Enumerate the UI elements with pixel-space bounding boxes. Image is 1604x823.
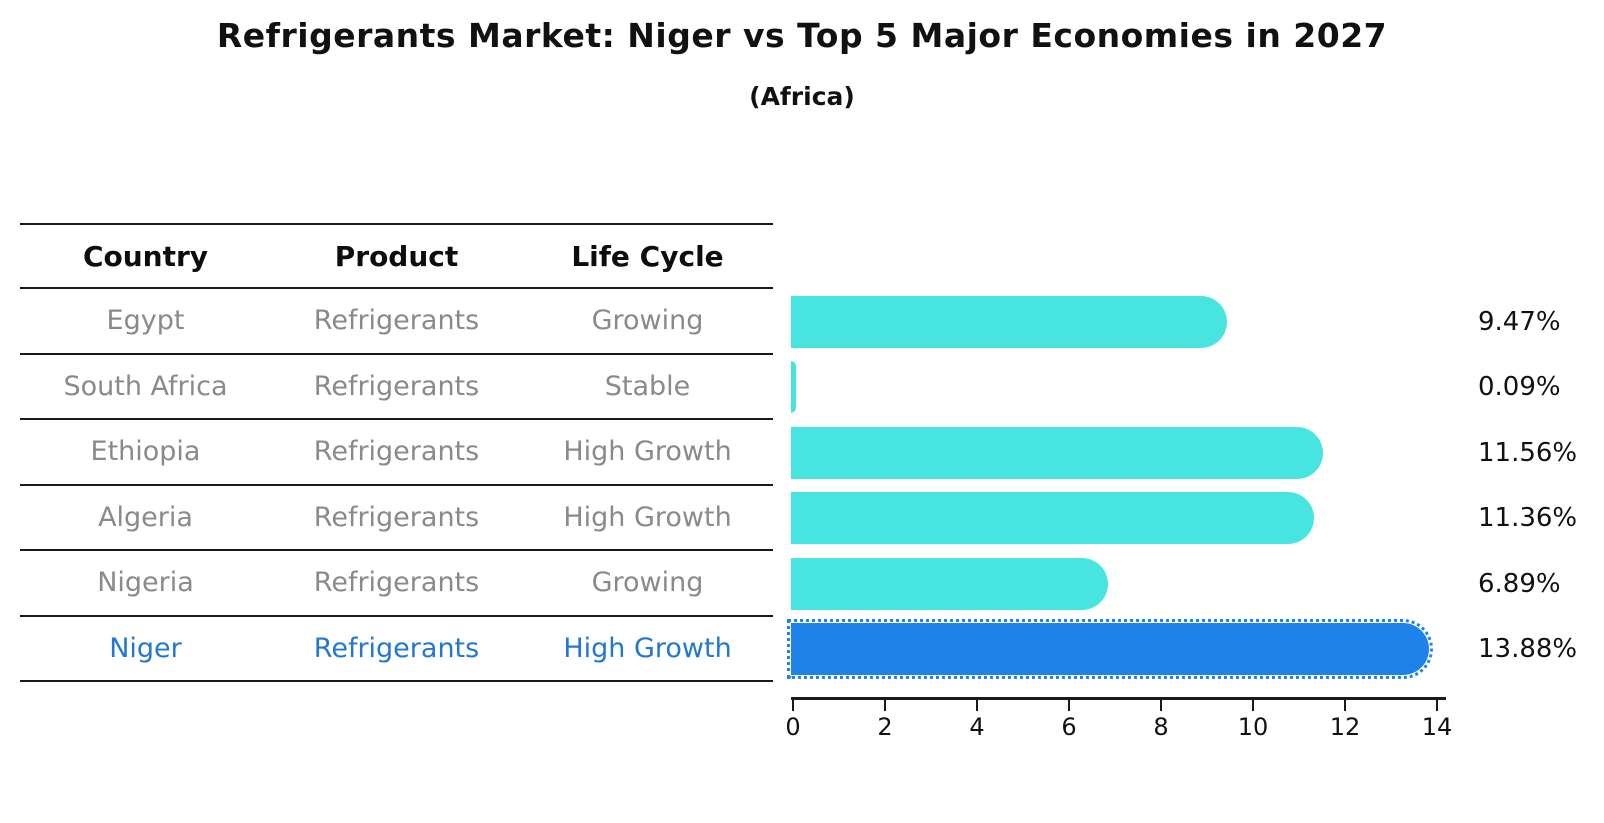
cell-country: Niger: [109, 632, 182, 664]
table-row-egypt: Egypt Refrigerants Growing: [20, 289, 773, 355]
x-tick-label-6: 6: [1061, 713, 1077, 741]
chart-title: Refrigerants Market: Niger vs Top 5 Majo…: [216, 16, 1388, 55]
value-label-ethiopia: 11.56%: [1478, 437, 1578, 468]
bar-egypt: [791, 295, 1227, 348]
x-axis-line: [791, 697, 1446, 700]
table-header-product: Product: [334, 239, 459, 273]
cell-product: Refrigerants: [313, 370, 480, 402]
cell-product: Refrigerants: [313, 305, 480, 337]
table-header-row: Country Product Life Cycle: [20, 223, 773, 289]
x-tick-6: [1068, 699, 1070, 711]
x-tick-14: [1436, 699, 1438, 711]
chart-subtitle: (Africa): [749, 82, 855, 111]
value-label-egypt: 9.47%: [1478, 306, 1561, 337]
cell-country: South Africa: [63, 370, 228, 402]
value-label-algeria: 11.36%: [1478, 503, 1578, 534]
x-tick-12: [1344, 699, 1346, 711]
cell-country: Nigeria: [97, 567, 194, 599]
table-body: Egypt Refrigerants Growing South Africa Refr…: [20, 289, 773, 682]
cell-country: Algeria: [98, 501, 193, 533]
table-row-south-africa: South Africa Refrigerants Stable: [20, 355, 773, 420]
bar-nigeria: [791, 557, 1108, 610]
cell-product: Refrigerants: [313, 632, 480, 664]
cell-product: Refrigerants: [313, 567, 480, 599]
cell-lifecycle: High Growth: [563, 501, 732, 533]
table-header-country: Country: [82, 239, 209, 273]
value-label-nigeria: 6.89%: [1478, 568, 1561, 599]
table-row-niger: Niger Refrigerants High Growth: [20, 617, 773, 682]
x-tick-label-10: 10: [1237, 713, 1269, 741]
table-row-nigeria: Nigeria Refrigerants Growing: [20, 551, 773, 617]
cell-lifecycle: Stable: [604, 370, 691, 402]
country-table: Country Product Life Cycle Egypt Refriger…: [20, 223, 773, 682]
value-label-south-africa: 0.09%: [1478, 372, 1561, 403]
bar-niger: [787, 619, 1433, 680]
cell-lifecycle: Growing: [591, 567, 704, 599]
x-tick-label-12: 12: [1329, 713, 1361, 741]
cell-product: Refrigerants: [313, 436, 480, 468]
x-tick-0: [792, 699, 794, 711]
cell-lifecycle: Growing: [591, 305, 704, 337]
x-tick-10: [1252, 699, 1254, 711]
x-tick-2: [884, 699, 886, 711]
table-row-ethiopia: Ethiopia Refrigerants High Growth: [20, 420, 773, 486]
x-tick-8: [1160, 699, 1162, 711]
bar-algeria: [791, 492, 1314, 545]
table-header-lifecycle: Life Cycle: [571, 239, 724, 273]
bar-ethiopia: [791, 426, 1323, 479]
x-tick-label-0: 0: [785, 713, 801, 741]
value-label-niger: 13.88%: [1478, 634, 1578, 665]
x-tick-label-14: 14: [1421, 713, 1453, 741]
cell-lifecycle: High Growth: [563, 632, 732, 664]
cell-lifecycle: High Growth: [563, 436, 732, 468]
x-tick-label-4: 4: [969, 713, 985, 741]
x-tick-label-8: 8: [1153, 713, 1169, 741]
table-row-algeria: Algeria Refrigerants High Growth: [20, 486, 773, 551]
x-tick-4: [976, 699, 978, 711]
cell-country: Ethiopia: [90, 436, 201, 468]
x-tick-label-2: 2: [877, 713, 893, 741]
cell-country: Egypt: [106, 305, 185, 337]
cell-product: Refrigerants: [313, 501, 480, 533]
bar-south-africa: [791, 361, 796, 414]
